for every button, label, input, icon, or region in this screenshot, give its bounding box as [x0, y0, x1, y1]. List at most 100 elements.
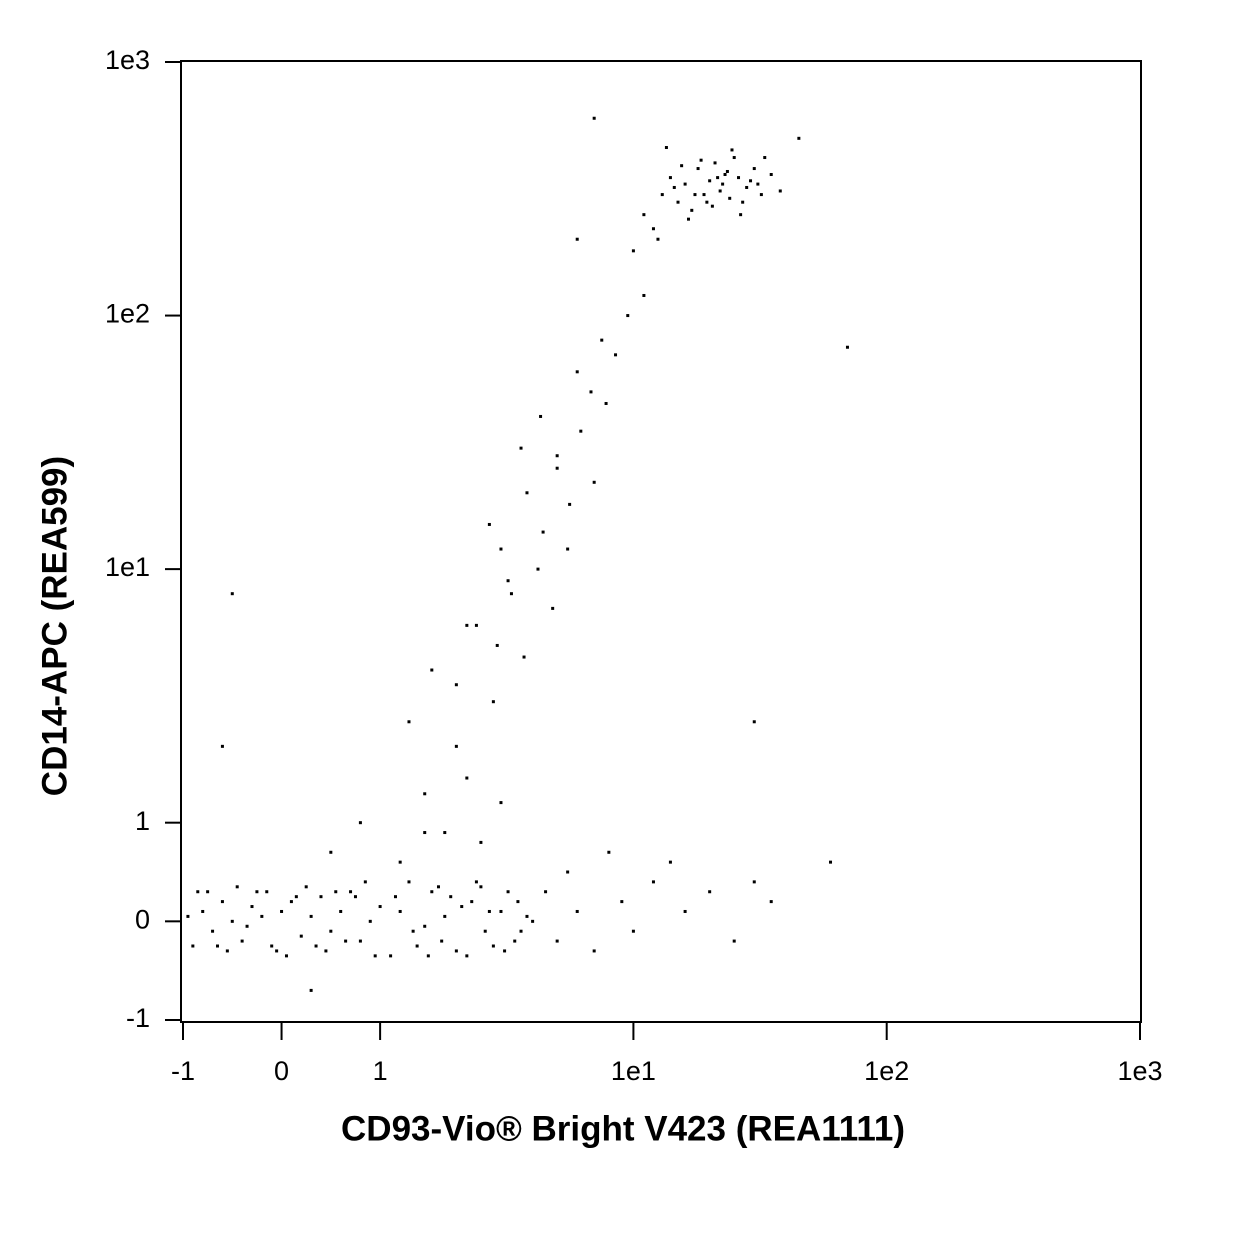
point	[575, 909, 579, 913]
point	[732, 939, 736, 943]
point	[487, 522, 491, 526]
x-tick-label: 1e1	[611, 1056, 656, 1086]
point	[631, 249, 635, 253]
point	[589, 390, 593, 394]
point	[668, 860, 672, 864]
point	[739, 213, 743, 217]
point	[378, 905, 382, 909]
point	[225, 949, 229, 953]
point	[304, 885, 308, 889]
point	[503, 949, 507, 953]
point	[309, 914, 313, 918]
point	[294, 895, 298, 899]
point	[465, 623, 469, 627]
point	[423, 924, 427, 928]
point	[186, 914, 190, 918]
point	[614, 353, 618, 357]
point	[201, 909, 205, 913]
point	[495, 643, 499, 647]
point	[440, 939, 444, 943]
y-tick-label: 1e2	[105, 299, 150, 329]
point	[730, 148, 734, 152]
point	[265, 890, 269, 894]
point	[309, 988, 313, 992]
point	[575, 237, 579, 241]
point	[531, 919, 535, 923]
point	[423, 792, 427, 796]
point	[245, 924, 249, 928]
point	[454, 683, 458, 687]
point	[660, 193, 664, 197]
point	[415, 944, 419, 948]
x-tick-label: 1e2	[864, 1056, 909, 1086]
point	[745, 185, 749, 189]
x-tick-label: 1	[373, 1056, 388, 1086]
point	[516, 900, 520, 904]
point	[474, 880, 478, 884]
point	[344, 939, 348, 943]
point	[668, 176, 672, 180]
point	[522, 655, 526, 659]
point	[604, 401, 608, 405]
point	[651, 227, 655, 231]
point	[255, 890, 259, 894]
point	[676, 200, 680, 204]
point	[702, 193, 706, 197]
point	[284, 954, 288, 958]
point	[686, 217, 690, 221]
point	[368, 919, 372, 923]
point	[314, 944, 318, 948]
point	[710, 204, 714, 208]
point	[725, 169, 729, 173]
point	[620, 900, 624, 904]
x-axis-title: CD93-Vio® Bright V423 (REA1111)	[341, 1109, 905, 1148]
point	[797, 136, 801, 140]
point	[680, 164, 684, 168]
plot-frame	[180, 60, 1142, 1023]
point	[211, 929, 215, 933]
point	[592, 480, 596, 484]
point	[506, 890, 510, 894]
point	[721, 182, 725, 186]
point	[230, 919, 234, 923]
point	[642, 213, 646, 217]
point	[607, 850, 611, 854]
point	[499, 909, 503, 913]
point	[280, 909, 284, 913]
point	[191, 944, 195, 948]
point	[426, 954, 430, 958]
y-tick-label: 1	[135, 806, 150, 836]
point	[651, 880, 655, 884]
point	[699, 158, 703, 162]
y-tick-label: 1e1	[105, 552, 150, 582]
point	[460, 905, 464, 909]
point	[759, 193, 763, 197]
point	[544, 890, 548, 894]
point	[407, 880, 411, 884]
point	[353, 895, 357, 899]
point	[499, 547, 503, 551]
point	[454, 744, 458, 748]
point	[555, 466, 559, 470]
point	[536, 567, 540, 571]
y-tick-label: 1e3	[105, 45, 150, 75]
point	[373, 954, 377, 958]
point	[407, 720, 411, 724]
point	[763, 156, 767, 160]
point	[220, 744, 224, 748]
point	[329, 929, 333, 933]
point	[568, 502, 572, 506]
y-tick-label: -1	[126, 1003, 150, 1033]
point	[566, 547, 570, 551]
point	[741, 200, 745, 204]
point	[215, 944, 219, 948]
point	[349, 890, 353, 894]
point	[708, 890, 712, 894]
point	[672, 185, 676, 189]
point	[363, 880, 367, 884]
point	[737, 176, 741, 180]
point	[250, 905, 254, 909]
point	[723, 173, 727, 177]
point	[769, 900, 773, 904]
point	[491, 700, 495, 704]
